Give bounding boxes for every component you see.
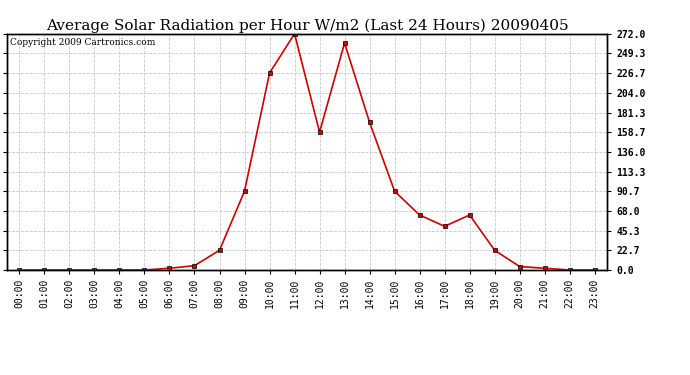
Text: Copyright 2009 Cartronics.com: Copyright 2009 Cartronics.com	[10, 39, 155, 48]
Title: Average Solar Radiation per Hour W/m2 (Last 24 Hours) 20090405: Average Solar Radiation per Hour W/m2 (L…	[46, 18, 569, 33]
